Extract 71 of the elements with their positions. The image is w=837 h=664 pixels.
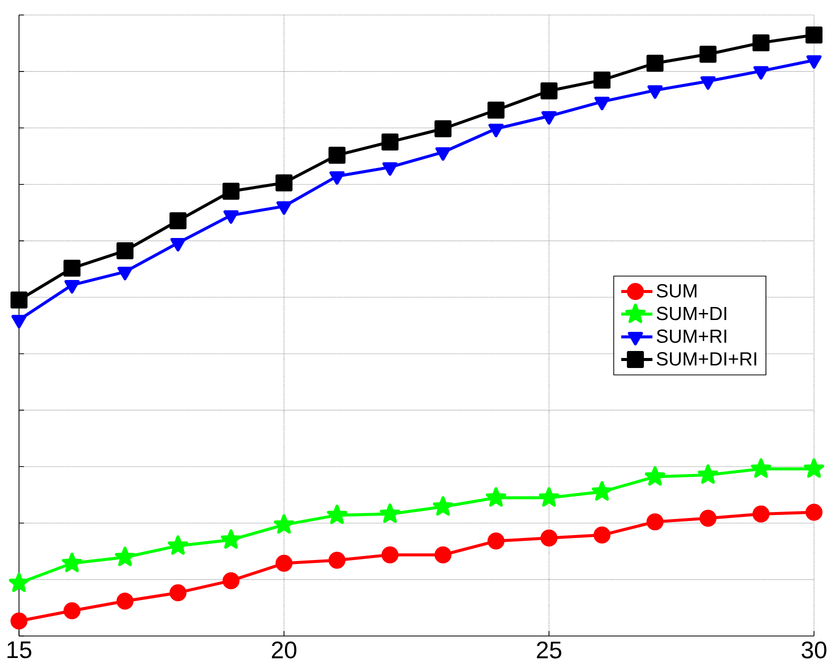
point — [8, 572, 30, 592]
point — [380, 503, 400, 523]
point — [434, 546, 452, 564]
point — [11, 314, 27, 328]
point — [276, 554, 292, 572]
x-tick-label: 30 — [802, 642, 826, 658]
point — [752, 506, 770, 522]
point — [541, 111, 557, 125]
point — [328, 552, 346, 569]
point — [116, 242, 134, 260]
point — [222, 572, 240, 590]
point — [220, 529, 242, 549]
point — [538, 487, 560, 507]
point — [646, 54, 664, 72]
point — [592, 481, 612, 501]
point — [382, 162, 398, 176]
point — [486, 487, 506, 507]
point — [328, 146, 346, 164]
point — [488, 124, 504, 138]
point — [435, 147, 451, 161]
x-tick-label: 25 — [536, 642, 562, 658]
point — [382, 546, 398, 564]
legend-label: SUM+DI+RI — [656, 352, 756, 366]
legend-label: SUM+DI — [656, 306, 726, 320]
point — [432, 496, 454, 516]
point — [646, 513, 664, 530]
point — [170, 212, 186, 230]
point — [276, 174, 292, 192]
point — [170, 238, 186, 252]
point — [540, 82, 558, 100]
point — [64, 260, 80, 277]
point — [594, 96, 610, 110]
point — [806, 55, 822, 69]
point — [326, 504, 348, 524]
point — [10, 612, 28, 630]
point — [540, 530, 558, 547]
point — [488, 102, 504, 119]
point — [170, 584, 186, 602]
point — [753, 66, 769, 80]
point — [329, 171, 345, 185]
x-tick-label: 20 — [272, 642, 296, 658]
point — [752, 34, 770, 52]
point — [488, 532, 504, 550]
point — [806, 504, 823, 521]
point — [700, 510, 717, 527]
point — [700, 76, 716, 90]
point — [276, 201, 292, 215]
point — [698, 464, 718, 484]
point — [700, 46, 717, 63]
x-tick-label: 15 — [8, 642, 32, 658]
point — [10, 292, 28, 309]
point — [116, 592, 134, 610]
point — [222, 182, 240, 200]
point — [274, 514, 294, 534]
point — [168, 535, 188, 555]
point — [117, 266, 133, 280]
point — [64, 602, 80, 620]
point — [594, 72, 611, 89]
point — [382, 133, 398, 150]
point — [223, 210, 239, 224]
point — [114, 546, 136, 566]
point — [434, 120, 452, 138]
point — [750, 458, 772, 478]
point — [62, 552, 82, 572]
point — [806, 26, 823, 44]
point — [644, 466, 666, 486]
point — [647, 85, 663, 99]
point — [804, 458, 824, 478]
legend-label: SUM — [656, 284, 696, 298]
legend-label: SUM+RI — [656, 329, 726, 343]
point — [594, 526, 611, 544]
